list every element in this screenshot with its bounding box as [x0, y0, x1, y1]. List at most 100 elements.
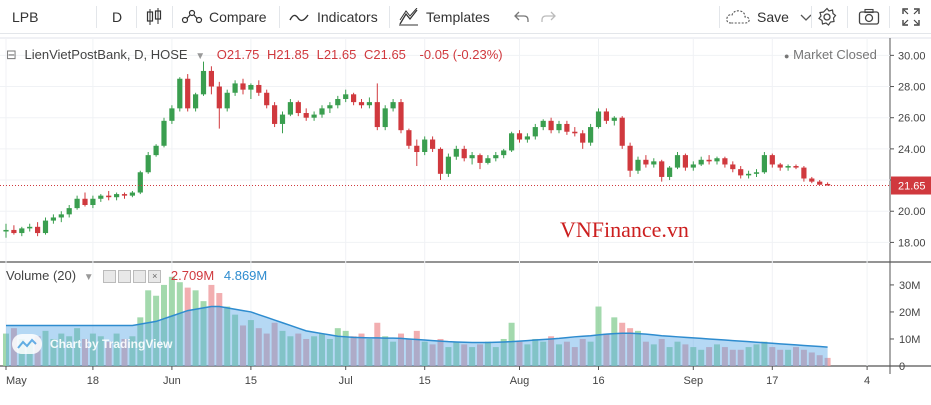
redo-button[interactable] — [540, 0, 556, 34]
volume-bar — [74, 328, 81, 366]
undo-icon — [514, 11, 529, 22]
indicator-controls: × — [103, 270, 162, 284]
candle-body — [303, 113, 309, 118]
candle-body — [200, 70, 207, 95]
volume-bar — [342, 330, 349, 366]
redo-icon — [541, 11, 556, 22]
volume-bar — [358, 333, 365, 366]
settings-button[interactable] — [817, 0, 837, 34]
toolbar-divider — [847, 6, 848, 28]
toolbar-divider — [811, 6, 812, 28]
interval-button[interactable]: D — [112, 0, 122, 34]
time-tick-label: Aug — [510, 375, 530, 387]
volume-bar — [500, 338, 507, 366]
candle-body — [461, 148, 467, 159]
volume-bar — [603, 333, 610, 366]
volume-bar — [429, 344, 436, 366]
candle-body — [817, 181, 823, 185]
candle-body — [603, 111, 609, 121]
symbol-label: LPB — [12, 9, 39, 25]
legend-collapse-icon[interactable]: ⊟ — [6, 47, 17, 62]
volume-bar — [682, 344, 689, 366]
candle-body — [761, 155, 767, 173]
candle-body — [690, 164, 696, 168]
candle-body — [279, 114, 286, 124]
candle-body — [674, 155, 681, 168]
toolbar-divider — [889, 6, 890, 28]
volume-bar — [66, 336, 73, 366]
source-icon[interactable] — [133, 270, 147, 284]
candle-body — [382, 108, 388, 128]
candle-body — [698, 159, 704, 165]
candle-body — [516, 133, 523, 140]
interval-label: D — [112, 9, 123, 25]
eye-icon[interactable] — [103, 270, 117, 284]
volume-bar — [508, 322, 515, 366]
volume-bar — [824, 357, 831, 366]
candle-body — [374, 102, 380, 128]
chevron-down-icon[interactable]: ▼ — [195, 51, 206, 62]
candle-body — [793, 166, 799, 168]
series-name[interactable]: LienVietPostBank, D, HOSE — [24, 47, 188, 62]
indicators-button[interactable]: Indicators — [289, 0, 378, 34]
candle-body — [572, 131, 578, 134]
volume-bar — [445, 347, 452, 366]
undo-button[interactable] — [514, 0, 530, 34]
save-button[interactable]: Save — [725, 0, 813, 34]
candle-body — [777, 164, 783, 168]
candle-body — [825, 183, 831, 186]
volume-bar — [627, 328, 634, 366]
candle-body — [343, 94, 349, 99]
volume-bar — [516, 341, 523, 366]
candle-body — [430, 139, 436, 149]
chevron-down-icon[interactable]: ▼ — [83, 272, 94, 283]
cloud-logo-icon — [12, 334, 42, 354]
indicators-label: Indicators — [317, 9, 378, 25]
candle-body — [311, 114, 317, 118]
candle-body — [722, 158, 728, 165]
volume-ma-line — [6, 305, 828, 348]
volume-bar — [208, 284, 215, 366]
candle-body — [106, 195, 112, 198]
fullscreen-button[interactable] — [902, 0, 920, 34]
volume-indicator-name[interactable]: Volume (20) — [6, 268, 77, 283]
candle-body — [272, 105, 278, 124]
tradingview-logo[interactable]: Chart by TradingView — [12, 334, 172, 354]
candle-body — [706, 159, 712, 162]
templates-button[interactable]: Templates — [398, 0, 490, 34]
status-dot: ● — [784, 51, 790, 61]
chart-style-button[interactable] — [145, 0, 163, 34]
compare-button[interactable]: Compare — [181, 0, 267, 34]
volume-bar — [390, 341, 397, 366]
settings-icon[interactable] — [118, 270, 132, 284]
snapshot-button[interactable] — [858, 0, 880, 34]
candle-body — [643, 159, 649, 165]
volume-bar — [137, 317, 144, 366]
candle-body — [358, 102, 365, 106]
volume-bar — [453, 341, 460, 366]
chart-canvas[interactable]: 18.0020.0022.0024.0026.0028.0030.0021.65… — [0, 34, 931, 400]
close-icon[interactable]: × — [148, 270, 162, 284]
volume-bar — [97, 336, 104, 366]
candle-body — [785, 166, 791, 168]
candle-body — [524, 136, 530, 140]
symbol-search-button[interactable]: LPB — [12, 0, 38, 34]
toolbar-divider — [279, 6, 280, 28]
candle-body — [485, 158, 491, 163]
volume-bar — [3, 333, 9, 366]
time-tick-label: 4 — [864, 375, 870, 387]
volume-bar — [492, 347, 499, 366]
time-tick-label: 17 — [766, 375, 778, 387]
volume-bar — [374, 322, 381, 366]
volume-bar — [793, 347, 799, 366]
volume-bar — [690, 347, 697, 366]
volume-bar — [405, 338, 412, 366]
candle-body — [185, 78, 191, 109]
price-tick-label: 24.00 — [898, 144, 926, 156]
candle-body — [295, 102, 301, 114]
candle-body — [208, 70, 214, 87]
chart-area[interactable]: 18.0020.0022.0024.0026.0028.0030.0021.65… — [0, 34, 931, 400]
volume-bar — [295, 333, 302, 366]
candle-body — [730, 164, 736, 170]
toolbar-divider — [172, 6, 173, 28]
